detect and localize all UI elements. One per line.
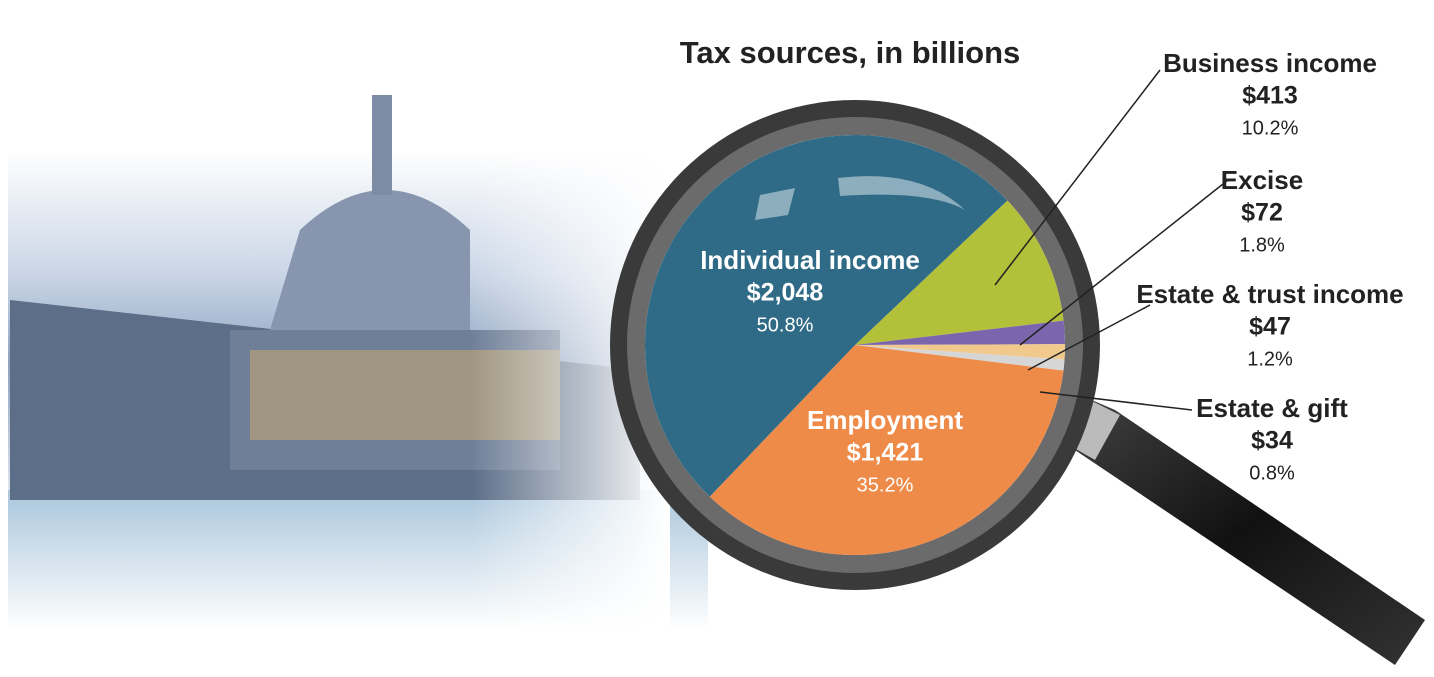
pie-slice [645, 135, 1008, 497]
value-label: $34 [1251, 427, 1293, 455]
category-label: Estate & gift [1196, 393, 1348, 423]
chart-title: Tax sources, in billions [680, 35, 1021, 70]
share-label: 35.2% [857, 474, 914, 496]
category-label: Estate & trust income [1136, 279, 1403, 309]
value-label: $2,048 [747, 279, 824, 307]
pie-slice [855, 344, 1065, 360]
category-label: Excise [1221, 165, 1303, 195]
category-label: Employment [807, 405, 963, 435]
share-label: 1.2% [1247, 348, 1293, 370]
category-label: Individual income [700, 245, 920, 275]
value-label: $1,421 [847, 439, 924, 467]
share-label: 0.8% [1249, 462, 1295, 484]
value-label: $47 [1249, 313, 1291, 341]
leader-lines [994, 69, 1229, 411]
pie-slice [709, 345, 1064, 556]
category-label: Business income [1163, 48, 1377, 78]
value-label: $413 [1242, 82, 1298, 110]
value-label: $72 [1241, 199, 1283, 227]
glare [755, 176, 965, 220]
pie-slice [855, 345, 1065, 371]
pie [645, 135, 1065, 556]
share-label: 50.8% [757, 314, 814, 336]
share-label: 10.2% [1242, 117, 1299, 139]
pie-slice [855, 200, 1064, 345]
share-label: 1.8% [1239, 234, 1285, 256]
pie-slice [855, 320, 1065, 345]
labels: Business income $413 10.2% Excise $72 1.8% Est… [700, 48, 1403, 496]
